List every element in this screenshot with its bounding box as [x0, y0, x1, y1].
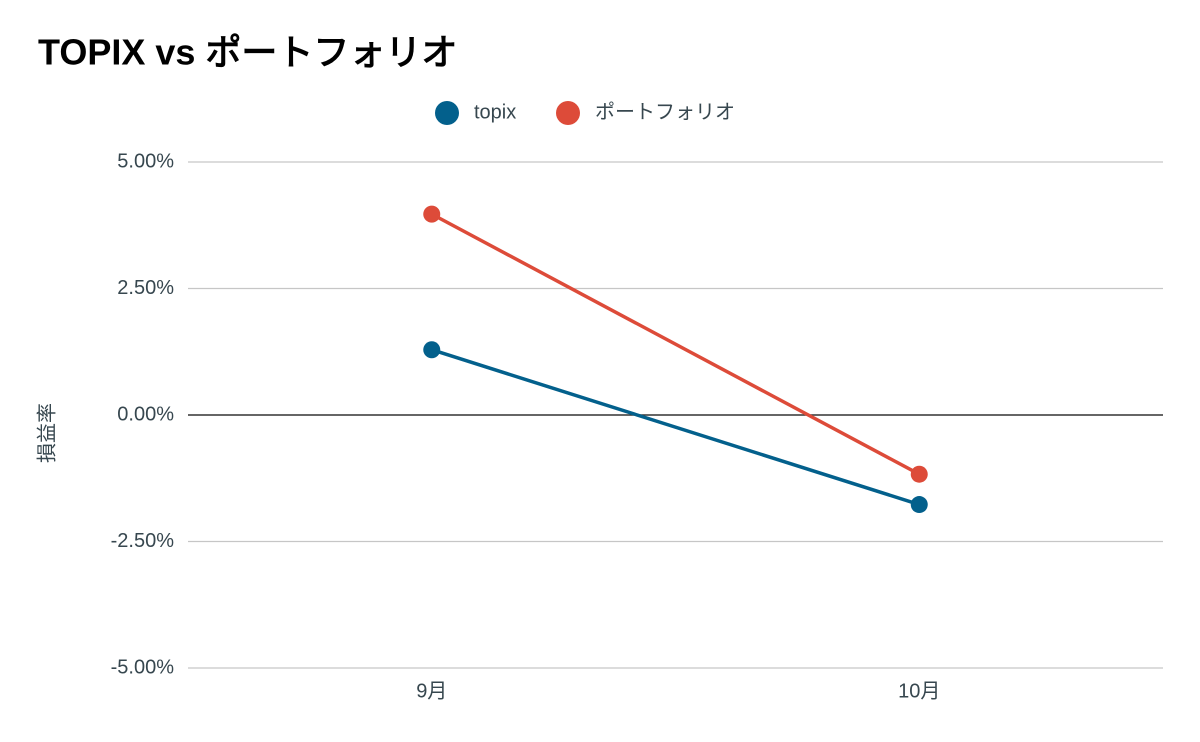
legend-label: topix: [474, 101, 516, 123]
y-tick-label: 5.00%: [117, 150, 174, 172]
series-line: [431, 348, 920, 507]
legend-marker: [435, 101, 459, 125]
point: [910, 496, 928, 514]
y-tick-label: 2.50%: [117, 277, 174, 299]
y-tick-label: 0.00%: [117, 403, 174, 425]
series-line: [430, 212, 921, 476]
y-axis-label: 損益率: [35, 403, 58, 463]
y-tick-label: -2.50%: [111, 530, 175, 552]
point: [910, 465, 928, 483]
legend-label: ポートフォリオ: [595, 100, 735, 123]
chart-title: TOPIX vs ポートフォリオ: [38, 32, 457, 73]
point: [423, 205, 441, 223]
x-tick-label: 9月: [416, 680, 447, 702]
y-tick-label: -5.00%: [111, 656, 175, 678]
point: [423, 341, 441, 359]
legend-marker: [556, 101, 580, 125]
x-tick-label: 10月: [898, 680, 940, 702]
